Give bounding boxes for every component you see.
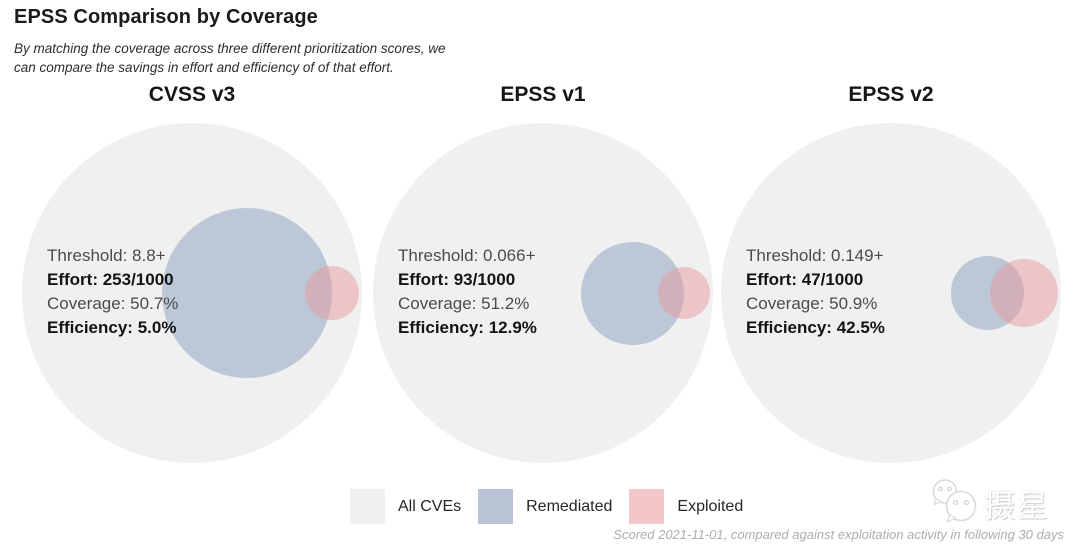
stat-efficiency: Efficiency: 12.9% bbox=[398, 318, 537, 337]
stat-effort: Effort: 47/1000 bbox=[746, 270, 864, 289]
stat-efficiency: Efficiency: 42.5% bbox=[746, 318, 885, 337]
page-subtitle-line2: can compare the savings in effort and ef… bbox=[14, 60, 394, 75]
chart-legend: All CVEs Remediated Exploited bbox=[350, 489, 760, 524]
stat-threshold: Threshold: 0.066+ bbox=[398, 246, 536, 265]
venn-remediated-circle bbox=[951, 256, 1025, 330]
page-subtitle-line1: By matching the coverage across three di… bbox=[14, 41, 446, 56]
panel-stats: Threshold: 0.066+ Effort: 93/1000 Coverage… bbox=[398, 244, 537, 340]
legend-item-remediated: Remediated bbox=[478, 489, 612, 524]
page-title: EPSS Comparison by Coverage bbox=[14, 6, 318, 28]
legend-item-all-cves: All CVEs bbox=[350, 489, 461, 524]
panel-title: EPSS v2 bbox=[848, 83, 934, 106]
stat-efficiency: Efficiency: 5.0% bbox=[47, 318, 177, 337]
panel-stats: Threshold: 0.149+ Effort: 47/1000 Coverage… bbox=[746, 244, 885, 340]
stat-effort: Effort: 253/1000 bbox=[47, 270, 174, 289]
venn-exploited-circle bbox=[305, 266, 359, 320]
wechat-icon bbox=[932, 479, 977, 523]
legend-swatch bbox=[350, 489, 385, 524]
panel-title: CVSS v3 bbox=[148, 83, 236, 106]
venn-remediated-circle bbox=[162, 208, 333, 378]
footnote: Scored 2021-11-01, compared against expl… bbox=[613, 527, 1064, 542]
venn-remediated-circle bbox=[580, 241, 684, 345]
venn-exploited-circle bbox=[990, 259, 1058, 327]
legend-item-exploited: Exploited bbox=[629, 489, 743, 524]
legend-swatch bbox=[478, 489, 514, 524]
stat-threshold: Threshold: 8.8+ bbox=[47, 246, 166, 265]
page-subtitle: By matching the coverage across three di… bbox=[14, 39, 445, 77]
panel-stats: Threshold: 8.8+ Effort: 253/1000 Coverage:… bbox=[47, 244, 178, 340]
stat-coverage: Coverage: 51.2% bbox=[398, 294, 530, 313]
stat-effort: Effort: 93/1000 bbox=[398, 270, 516, 289]
legend-label: All CVEs bbox=[398, 497, 462, 515]
legend-label: Remediated bbox=[526, 497, 613, 515]
watermark: 摄星 bbox=[928, 477, 1068, 529]
panel-title: EPSS v1 bbox=[500, 83, 586, 106]
watermark-text: 摄星 bbox=[984, 488, 1050, 525]
legend-swatch bbox=[629, 489, 665, 524]
stat-coverage: Coverage: 50.9% bbox=[746, 294, 878, 313]
venn-exploited-circle bbox=[657, 266, 710, 320]
stat-threshold: Threshold: 0.149+ bbox=[746, 246, 884, 265]
legend-label: Exploited bbox=[677, 497, 744, 515]
stat-coverage: Coverage: 50.7% bbox=[47, 294, 179, 313]
